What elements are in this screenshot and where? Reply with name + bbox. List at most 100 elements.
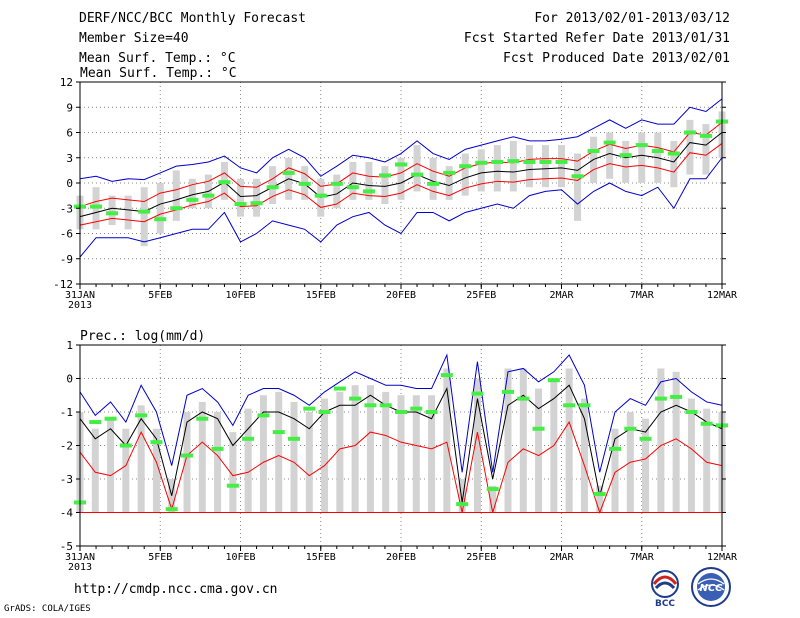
prec-box bbox=[397, 395, 405, 513]
prec-obs-marker bbox=[89, 420, 102, 425]
temp-obs-marker bbox=[603, 140, 616, 145]
prec-obs-marker bbox=[578, 403, 591, 408]
temp-ytick-label: 6 bbox=[66, 127, 73, 140]
prec-xtick-label: 5FEB bbox=[148, 552, 172, 563]
temp-ytick-label: -12 bbox=[53, 278, 73, 291]
temp-xtick-label: 20FEB bbox=[386, 290, 416, 301]
temp-obs-marker bbox=[443, 170, 456, 175]
temp-box bbox=[606, 132, 614, 179]
prec-xtick-label: 25FEB bbox=[466, 552, 496, 563]
prec-obs-marker bbox=[639, 436, 652, 441]
prec-obs-marker bbox=[517, 396, 530, 401]
temp-xtick-label: 7MAR bbox=[630, 290, 655, 301]
temp-obs-marker bbox=[314, 193, 327, 198]
prec-ytick-label: -5 bbox=[60, 540, 73, 553]
footer-url[interactable]: http://cmdp.ncc.cma.gov.cn bbox=[74, 582, 278, 597]
prec-box bbox=[519, 368, 527, 513]
prec-obs-marker bbox=[119, 443, 132, 448]
temp-obs-marker bbox=[330, 181, 343, 186]
temp-box bbox=[493, 145, 501, 192]
temp-box bbox=[172, 170, 180, 221]
temp-box bbox=[702, 124, 710, 175]
temp-xtick-label: 12MAR bbox=[707, 290, 738, 301]
temp-obs-marker bbox=[539, 159, 552, 164]
temp-box bbox=[397, 157, 405, 200]
temp-obs-marker bbox=[282, 170, 295, 175]
prec-box bbox=[336, 391, 344, 513]
temp-obs-marker bbox=[395, 162, 407, 167]
temp-obs-marker bbox=[507, 159, 520, 164]
header-variable: Mean Surf. Temp.: °C bbox=[79, 51, 236, 66]
prec-obs-marker bbox=[532, 426, 545, 431]
temp-ytick-label: -9 bbox=[60, 253, 73, 266]
prec-box bbox=[642, 418, 650, 513]
prec-xtick-label: 12MAR bbox=[707, 552, 738, 563]
temp-line-ensemble-mean bbox=[79, 132, 723, 218]
prec-box bbox=[91, 428, 99, 513]
prec-box bbox=[458, 479, 466, 513]
temp-box bbox=[333, 174, 341, 209]
prec-box bbox=[244, 408, 252, 513]
prec-obs-marker bbox=[609, 446, 621, 451]
footer-credit: GrADS: COLA/IGES bbox=[4, 604, 91, 614]
prec-obs-marker bbox=[410, 406, 423, 411]
prec-xtick-label: 7MAR bbox=[630, 552, 655, 563]
prec-obs-marker bbox=[333, 386, 346, 391]
temp-box bbox=[509, 140, 517, 192]
prec-box bbox=[657, 368, 665, 513]
temp-line-upper-inner bbox=[79, 122, 723, 208]
temp-obs-marker bbox=[234, 202, 247, 207]
bcc-logo-text: BCC bbox=[655, 599, 675, 608]
temp-obs-marker bbox=[475, 160, 488, 165]
temp-xtick-label: 10FEB bbox=[225, 290, 255, 301]
prec-obs-marker bbox=[624, 426, 637, 431]
temp-ytick-label: 0 bbox=[66, 177, 73, 190]
prec-box bbox=[290, 401, 298, 513]
prec-box bbox=[214, 412, 222, 513]
prec-box bbox=[580, 398, 588, 513]
header-member-size: Member Size=40 bbox=[79, 31, 189, 46]
temp-obs-marker bbox=[250, 201, 263, 206]
prec-obs-marker bbox=[196, 416, 209, 421]
temp-obs-marker bbox=[427, 181, 440, 186]
temp-obs-marker bbox=[683, 130, 696, 135]
prec-box bbox=[473, 378, 481, 513]
temp-obs-marker bbox=[459, 164, 472, 169]
temp-ytick-label: 9 bbox=[66, 101, 73, 114]
temp-obs-marker bbox=[491, 159, 504, 164]
temp-obs-marker bbox=[154, 217, 167, 222]
prec-line-max bbox=[79, 353, 723, 473]
temp-box bbox=[140, 187, 148, 247]
ncc-logo-text: NCC bbox=[699, 583, 723, 594]
prec-box bbox=[183, 412, 191, 513]
temp-box bbox=[108, 195, 116, 226]
temp-obs-marker bbox=[378, 173, 391, 178]
temp-line-lower-outer bbox=[79, 157, 723, 258]
temp-obs-marker bbox=[138, 209, 151, 214]
temp-xtick-label: 2013 bbox=[68, 300, 92, 311]
temp-box bbox=[525, 145, 533, 188]
prec-obs-marker bbox=[440, 373, 453, 378]
temp-box bbox=[365, 161, 373, 200]
ncc-logo: NCC bbox=[691, 567, 731, 607]
temp-obs-marker bbox=[635, 143, 648, 148]
prec-obs-marker bbox=[364, 403, 377, 408]
temp-obs-marker bbox=[699, 133, 712, 138]
prec-xtick-label: 15FEB bbox=[306, 552, 336, 563]
temp-obs-marker bbox=[218, 180, 231, 185]
temp-title: Mean Surf. Temp.: °C bbox=[80, 66, 237, 81]
prec-box bbox=[122, 428, 130, 513]
temp-obs-marker bbox=[298, 181, 311, 186]
prec-box bbox=[672, 371, 680, 513]
prec-xtick-label: 2013 bbox=[68, 562, 92, 573]
prec-obs-marker bbox=[456, 502, 469, 507]
prec-box bbox=[489, 485, 497, 513]
temp-obs-marker bbox=[555, 159, 568, 164]
prec-obs-marker bbox=[547, 378, 560, 383]
temp-obs-marker bbox=[202, 193, 215, 198]
prec-xtick-label: 10FEB bbox=[225, 552, 255, 563]
prec-obs-marker bbox=[395, 410, 407, 414]
temp-xtick-label: 5FEB bbox=[148, 290, 172, 301]
prec-box bbox=[687, 398, 695, 513]
